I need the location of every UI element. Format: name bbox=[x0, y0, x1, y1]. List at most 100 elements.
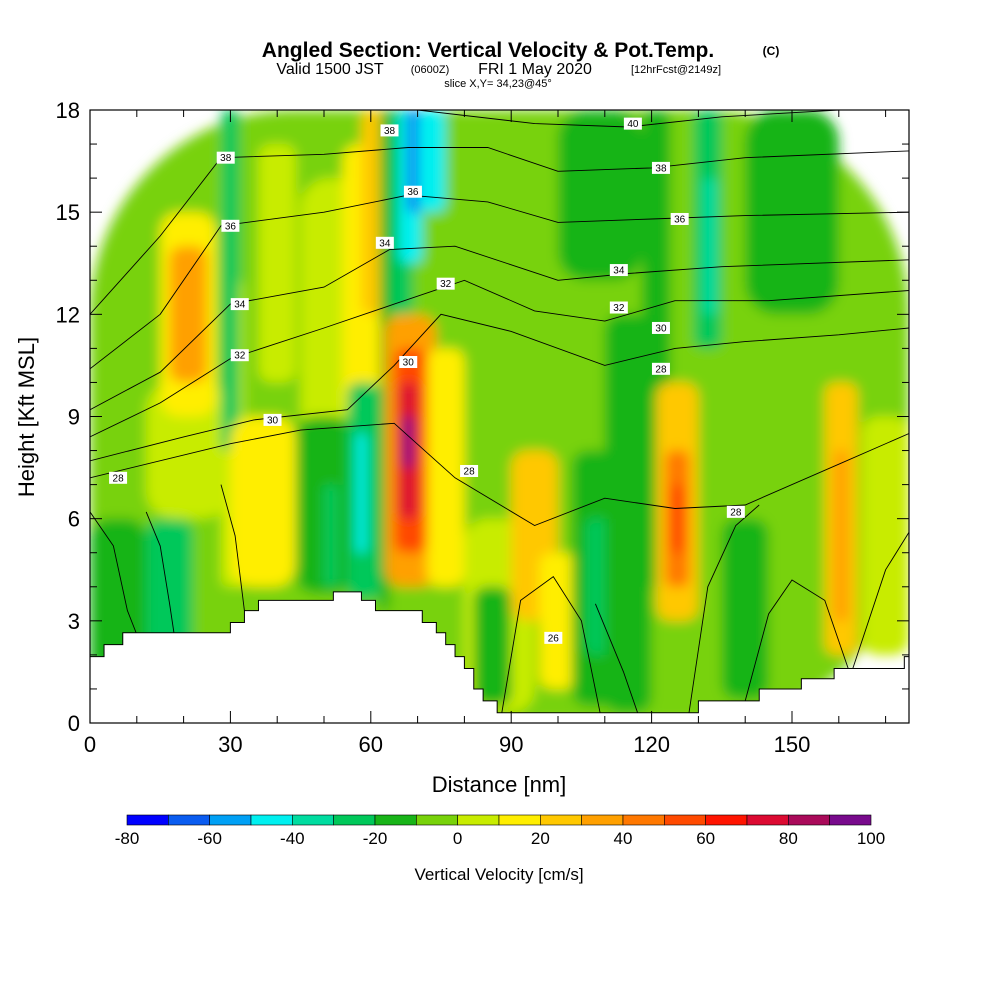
velocity-region bbox=[586, 518, 610, 655]
y-tick-label: 15 bbox=[56, 200, 80, 225]
velocity-region bbox=[146, 382, 231, 519]
colorbar-swatch bbox=[622, 814, 665, 826]
chart-title: Angled Section: Vertical Velocity & Pot.… bbox=[262, 39, 714, 62]
contour-label: 36 bbox=[403, 185, 422, 198]
contour-label: 34 bbox=[609, 264, 628, 277]
isentrope-line bbox=[501, 575, 601, 713]
velocity-region bbox=[703, 178, 718, 315]
colorbar-swatch bbox=[457, 814, 500, 826]
isentrope-line bbox=[594, 603, 639, 713]
colorbar-swatch bbox=[540, 814, 582, 826]
valid-time-label: Valid 1500 JST bbox=[276, 61, 384, 78]
x-tick-label: 60 bbox=[359, 732, 383, 757]
svg-text:40: 40 bbox=[627, 119, 639, 130]
velocity-region bbox=[230, 416, 296, 587]
isentrope-line bbox=[90, 147, 909, 315]
forecast-label: [12hrFcst@2149z] bbox=[631, 64, 721, 76]
chart-title-block: Angled Section: Vertical Velocity & Pot.… bbox=[262, 39, 780, 90]
valid-date-label: FRI 1 May 2020 bbox=[478, 61, 592, 78]
svg-text:34: 34 bbox=[613, 266, 625, 277]
velocity-field bbox=[90, 110, 909, 723]
velocity-region bbox=[558, 110, 643, 281]
colorbar-tick-label: 80 bbox=[779, 829, 798, 848]
colorbar-tick-label: -40 bbox=[280, 829, 305, 848]
velocity-region bbox=[473, 586, 512, 706]
isentrope-line bbox=[744, 579, 849, 702]
isentrope-line bbox=[688, 504, 760, 713]
y-tick-label: 0 bbox=[68, 711, 80, 736]
colorbar-swatch bbox=[168, 814, 210, 826]
y-tick-label: 18 bbox=[56, 98, 80, 123]
svg-text:34: 34 bbox=[234, 300, 246, 311]
colorbar-tick-label: -80 bbox=[115, 829, 140, 848]
contour-label: 32 bbox=[230, 349, 249, 362]
colorbar-swatch bbox=[250, 814, 293, 826]
velocity-region bbox=[221, 110, 240, 451]
velocity-region bbox=[403, 416, 413, 468]
svg-text:30: 30 bbox=[403, 358, 415, 369]
isentrope-line bbox=[90, 511, 138, 635]
x-tick-label: 30 bbox=[218, 732, 242, 757]
svg-text:28: 28 bbox=[655, 364, 667, 375]
contour-labels: 28 30 32 34 36 38 40 38 36 34 32 30 28 26 38 36 34 32 30 28… bbox=[109, 117, 745, 644]
svg-text:36: 36 bbox=[674, 214, 686, 225]
y-tick-label: 9 bbox=[68, 405, 80, 430]
contour-label: 26 bbox=[544, 631, 563, 644]
contour-label: 32 bbox=[609, 301, 628, 314]
colorbar-swatch bbox=[209, 814, 252, 826]
isentrope-line bbox=[145, 511, 175, 635]
y-tick-label: 12 bbox=[56, 302, 80, 327]
svg-text:38: 38 bbox=[220, 153, 232, 164]
velocity-region bbox=[745, 110, 839, 315]
svg-text:38: 38 bbox=[384, 126, 396, 137]
contour-label: 28 bbox=[109, 471, 128, 484]
colorbar-swatch bbox=[746, 814, 789, 826]
valid-zulu-label: (0600Z) bbox=[411, 64, 450, 76]
contour-label: 28 bbox=[651, 362, 670, 375]
colorbar-swatch bbox=[664, 814, 706, 826]
svg-text:32: 32 bbox=[234, 351, 246, 362]
colorbar-swatch bbox=[416, 814, 458, 826]
velocity-region bbox=[834, 450, 849, 621]
chart-title-unit: (C) bbox=[763, 44, 780, 58]
colorbar-swatch bbox=[788, 814, 830, 826]
colorbar-swatch bbox=[829, 814, 872, 826]
velocity-region bbox=[417, 110, 446, 213]
svg-text:30: 30 bbox=[655, 323, 667, 334]
contour-label: 32 bbox=[436, 277, 455, 290]
contour-label: 30 bbox=[263, 413, 282, 426]
contour-label: 38 bbox=[380, 124, 399, 137]
contour-label: 34 bbox=[375, 236, 394, 249]
x-tick-label: 120 bbox=[633, 732, 670, 757]
velocity-region bbox=[169, 246, 207, 383]
y-tick-label: 3 bbox=[68, 609, 80, 634]
colorbar: -80 -60 -40 -20 0 20 40 60 80 100 bbox=[115, 814, 885, 848]
svg-text:34: 34 bbox=[379, 238, 391, 249]
colorbar-title: Vertical Velocity [cm/s] bbox=[414, 865, 583, 884]
isentrope-line bbox=[90, 279, 909, 438]
velocity-region bbox=[258, 144, 296, 383]
isentrope-contours bbox=[90, 110, 909, 713]
contour-label: 28 bbox=[726, 505, 745, 518]
contour-label: 30 bbox=[399, 356, 418, 369]
isentrope-line bbox=[90, 245, 909, 411]
y-axis-title: Height [Kft MSL] bbox=[14, 337, 39, 497]
velocity-region bbox=[146, 518, 193, 655]
colorbar-swatch bbox=[374, 814, 417, 826]
x-tick-label: 150 bbox=[774, 732, 811, 757]
contour-label: 38 bbox=[651, 161, 670, 174]
colorbar-tick-label: 60 bbox=[696, 829, 715, 848]
colorbar-swatch bbox=[333, 814, 376, 826]
svg-text:30: 30 bbox=[267, 415, 279, 426]
contour-label: 30 bbox=[651, 321, 670, 334]
velocity-region bbox=[356, 433, 367, 553]
isentrope-line bbox=[852, 532, 909, 669]
velocity-region bbox=[768, 484, 821, 689]
velocity-region bbox=[721, 518, 769, 700]
y-tick-label: 6 bbox=[68, 507, 80, 532]
svg-text:26: 26 bbox=[548, 633, 560, 644]
contour-label: 28 bbox=[460, 464, 479, 477]
colorbar-tick-label: 20 bbox=[531, 829, 550, 848]
contour-label: 40 bbox=[623, 117, 642, 130]
